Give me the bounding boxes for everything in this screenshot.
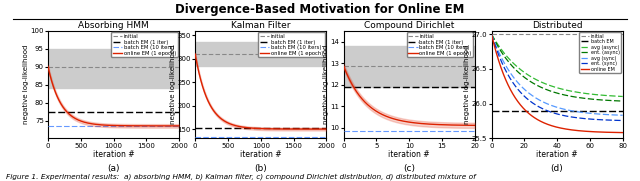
Legend: initial, batch EM, avg (async), ent. (async), avg (sync), ent. (sync), online EM: initial, batch EM, avg (async), ent. (as… <box>579 32 621 73</box>
Text: (d): (d) <box>551 164 563 173</box>
Y-axis label: negative log-likelihood: negative log-likelihood <box>23 45 29 124</box>
Legend: initial, batch EM (1 iter), batch EM (10 iters), online EM (1 epoch): initial, batch EM (1 iter), batch EM (10… <box>111 32 178 57</box>
Y-axis label: negative log-likelihood: negative log-likelihood <box>323 45 329 124</box>
Y-axis label: negative log-likelihood: negative log-likelihood <box>465 45 470 124</box>
Title: Kalman Filter: Kalman Filter <box>231 21 291 30</box>
Text: (a): (a) <box>108 164 120 173</box>
Title: Absorbing HMM: Absorbing HMM <box>78 21 149 30</box>
Text: (c): (c) <box>403 164 415 173</box>
Text: Figure 1. Experimental results:  a) absorbing HMM, b) Kalman filter, c) compound: Figure 1. Experimental results: a) absor… <box>6 173 476 180</box>
Title: Compound Dirichlet: Compound Dirichlet <box>364 21 454 30</box>
Text: (b): (b) <box>255 164 267 173</box>
X-axis label: iteration #: iteration # <box>240 150 282 159</box>
Y-axis label: negative log-likelihood: negative log-likelihood <box>170 45 176 124</box>
Legend: initial, batch EM (1 iter), batch EM (10 iters), online EM (1 epoch): initial, batch EM (1 iter), batch EM (10… <box>406 32 474 57</box>
X-axis label: iteration #: iteration # <box>93 150 134 159</box>
Title: Distributed: Distributed <box>532 21 582 30</box>
Legend: initial, batch EM (1 iter), batch EM (10 iters), online EM (1 epoch): initial, batch EM (1 iter), batch EM (10… <box>258 32 325 57</box>
Text: Divergence-Based Motivation for Online EM: Divergence-Based Motivation for Online E… <box>175 3 465 16</box>
X-axis label: iteration #: iteration # <box>388 150 430 159</box>
X-axis label: iteration #: iteration # <box>536 150 578 159</box>
